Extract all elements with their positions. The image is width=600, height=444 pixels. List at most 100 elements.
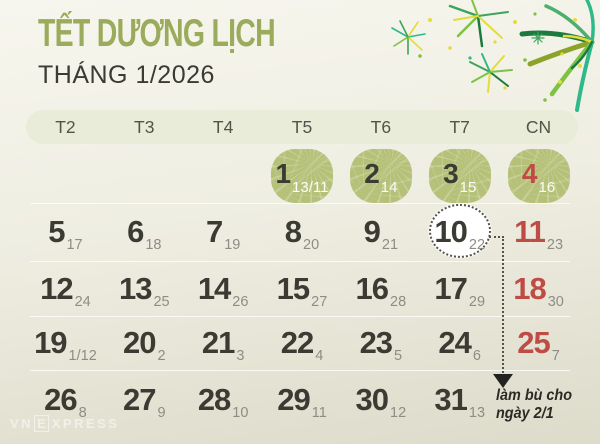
date-cell-8: 8 20	[263, 203, 342, 261]
connector-line-horizontal	[489, 236, 504, 238]
lunar-date: 5	[394, 348, 403, 364]
lunar-date: 28	[390, 293, 407, 310]
lunar-date: 12	[390, 405, 407, 421]
date-number: 9	[363, 214, 381, 249]
date-number: 12	[40, 270, 73, 306]
date-cell-28: 28 10	[184, 370, 263, 430]
date-cell-7: 7 19	[184, 203, 263, 261]
weekday-header-bar: T2 T3 T4 T5 T6 T7 CN	[26, 110, 578, 144]
lunar-date: 2	[157, 348, 166, 364]
date-cell-empty	[105, 148, 184, 203]
holiday-badge: 2 14	[349, 149, 412, 203]
lunar-date: 13	[468, 405, 486, 421]
date-number: 4	[521, 157, 538, 189]
row-divider	[30, 261, 570, 262]
date-number: 20	[122, 325, 156, 360]
date-number: 1	[275, 157, 291, 189]
date-number: 15	[276, 270, 310, 306]
date-cell-10: 10 22	[420, 203, 499, 261]
date-cell-15: 15 27	[263, 261, 342, 316]
date-cell-30: 30 12	[341, 370, 420, 430]
date-number: 10	[434, 214, 467, 249]
date-cell-16: 16 28	[341, 261, 420, 316]
lunar-date: 3	[236, 348, 245, 364]
date-number: 31	[434, 382, 467, 417]
lunar-date: 14	[380, 178, 398, 196]
date-cell-14: 14 26	[184, 261, 263, 316]
date-number: 16	[355, 270, 389, 306]
date-cell-25: 25 7	[499, 316, 578, 370]
date-number: 2	[364, 157, 380, 189]
date-cell-26: 26 8	[26, 370, 105, 430]
lunar-date: 30	[547, 293, 564, 310]
date-cell-21: 21 3	[184, 316, 263, 370]
weekday-label: T3	[134, 116, 155, 137]
date-cell-empty	[184, 148, 263, 203]
holiday-badge: 3 15	[428, 149, 491, 203]
date-number: 24	[438, 325, 471, 360]
row-divider	[30, 370, 570, 371]
date-number: 5	[48, 214, 65, 249]
highlight-circle	[428, 203, 491, 258]
note-line-2: ngày 2/1	[496, 405, 554, 423]
date-cell-2: 2 14	[341, 148, 420, 203]
date-cell-20: 20 2	[105, 316, 184, 370]
weekday-label: CN	[525, 116, 552, 137]
date-number: 7	[205, 214, 223, 249]
lunar-date: 13/11	[292, 178, 329, 196]
month-label: THÁNG 1/2026	[38, 61, 215, 89]
date-number: 13	[118, 270, 152, 306]
date-number: 27	[122, 382, 156, 417]
lunar-date: 25	[153, 293, 170, 310]
date-number: 11	[514, 214, 546, 249]
lunar-date: 7	[551, 348, 560, 364]
lunar-date: 29	[468, 293, 486, 310]
weekday-label: T5	[291, 116, 313, 137]
page-title: TẾT DƯƠNG LỊCH	[38, 12, 276, 55]
date-cell-27: 27 9	[105, 370, 184, 430]
row-divider	[30, 203, 570, 204]
date-cell-18: 18 30	[499, 261, 578, 316]
date-cell-29: 29 11	[263, 370, 342, 430]
date-number: 25	[517, 325, 550, 360]
date-cell-31: 31 13	[420, 370, 499, 430]
date-number: 22	[280, 325, 314, 360]
date-cell-19: 19 1/12	[26, 316, 105, 370]
holiday-badge: 4 16	[507, 149, 570, 203]
lunar-date: 10	[232, 405, 249, 421]
date-cell-11: 11 23	[499, 203, 578, 261]
date-number: 26	[44, 382, 77, 417]
vnexpress-watermark: VN E XPRESS	[10, 415, 119, 432]
lunar-date: 15	[459, 178, 477, 196]
date-cell-9: 9 21	[341, 203, 420, 261]
lunar-date: 9	[157, 405, 166, 421]
note-line-1: làm bù cho	[496, 387, 573, 404]
lunar-date: 20	[303, 237, 320, 253]
date-cell-23: 23 5	[341, 316, 420, 370]
makeup-day-note: làm bù cho ngày 2/1	[496, 387, 572, 423]
date-number: 17	[434, 270, 467, 306]
date-cell-1: 1 13/11	[263, 148, 342, 203]
date-cell-5: 5 17	[26, 203, 105, 261]
watermark-suffix: XPRESS	[51, 416, 120, 431]
lunar-date: 17	[66, 237, 83, 253]
date-number: 19	[34, 325, 67, 360]
lunar-date: 19	[224, 237, 241, 253]
date-number: 8	[284, 214, 302, 249]
lunar-date: 21	[381, 237, 399, 253]
date-number: 18	[513, 270, 546, 306]
lunar-date: 11	[311, 405, 327, 421]
date-number: 21	[201, 325, 235, 360]
date-number: 14	[197, 270, 231, 306]
date-cell-13: 13 25	[105, 261, 184, 316]
lunar-date: 18	[145, 237, 162, 253]
date-cell-3: 3 15	[420, 148, 499, 203]
date-cell-4: 4 16	[499, 148, 578, 203]
date-cell-empty	[26, 148, 105, 203]
date-number: 23	[359, 325, 393, 360]
arrow-down-icon	[493, 374, 513, 388]
date-number: 30	[355, 382, 389, 417]
weekday-label: T7	[449, 116, 470, 137]
lunar-date: 16	[538, 178, 556, 196]
